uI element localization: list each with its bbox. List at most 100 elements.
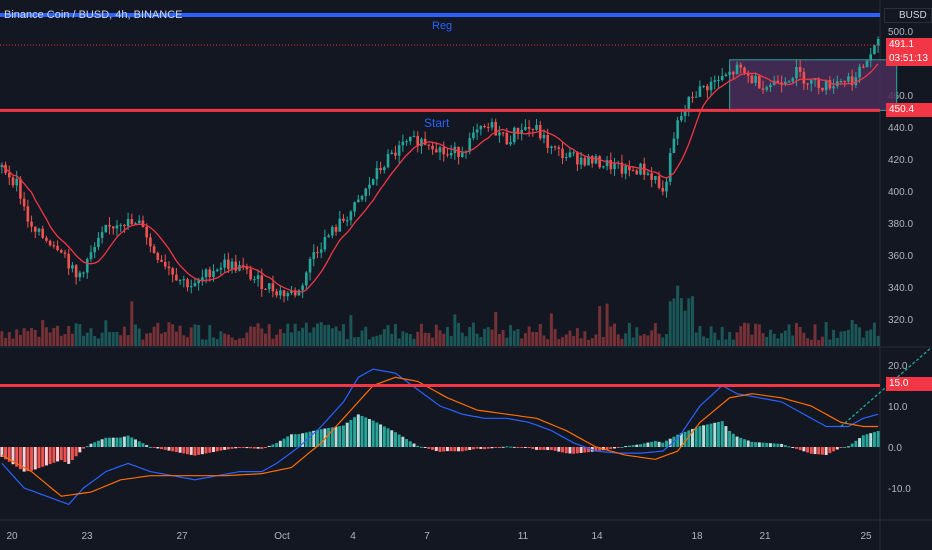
volume-bar [642,334,646,346]
candle-body [323,236,327,250]
candle-body [45,237,48,241]
volume-bar [861,337,865,346]
candle-body [108,224,111,227]
candle-body [568,152,572,158]
volume-bar [453,314,457,346]
candle-body [479,125,483,130]
osc-tick-label: 10.0 [888,402,908,413]
volume-bar [163,332,167,346]
volume-bar [846,329,850,346]
histogram-bar [872,432,876,447]
candle-body [687,96,691,110]
candle-body [212,271,215,278]
candle-body [245,267,249,270]
price-tick-label: 320.0 [888,315,913,326]
histogram-bar [679,433,683,447]
volume-bar [616,334,620,346]
candle-body [427,144,431,146]
histogram-bar [134,439,138,447]
volume-bar [705,338,709,346]
volume-bar [813,324,817,346]
volume-bar [353,337,357,346]
candle-body [576,152,579,165]
volume-bar [252,326,256,346]
volume-bar [546,339,550,346]
histogram-bar [334,426,338,447]
candle-body [646,173,650,175]
histogram-bar [809,447,813,454]
volume-bar [479,337,483,346]
candle-body [657,176,661,188]
histogram-bar [561,447,565,453]
histogram-bar [471,447,475,450]
histogram-bar [108,437,112,447]
price-tick-label: 340.0 [888,283,913,294]
candle-body [290,290,293,294]
volume-bar [22,328,26,346]
candle-body [145,226,148,238]
candle-body [460,152,464,158]
candle-body [364,188,368,197]
volume-bar [653,323,657,346]
histogram-bar [731,433,735,447]
histogram-bar [431,447,435,450]
volume-bar [787,324,791,346]
volume-bar [33,329,37,346]
time-tick-label: 25 [860,531,872,542]
candle-body [197,280,200,284]
volume-bar [44,327,48,346]
histogram-bar [156,447,160,449]
candle-body [149,237,152,247]
candle-body [449,153,453,156]
volume-bar [145,333,149,346]
candle-body [698,86,702,97]
histogram-bar [520,447,524,448]
volume-bar [182,335,186,346]
histogram-bar [861,435,865,447]
symbol-badge[interactable]: BUSD [884,8,932,23]
candle-body [126,219,130,227]
candle-body [795,67,798,79]
histogram-bar [535,447,539,450]
histogram-bar [297,434,301,447]
histogram-bar [832,447,836,452]
volume-bar [85,332,89,346]
histogram-bar [501,446,505,448]
volume-bar [754,323,758,346]
volume-bar [386,325,390,346]
histogram-bar [390,430,394,447]
histogram-bar [219,447,223,451]
volume-bar [260,328,264,346]
candle-body [434,149,438,153]
volume-bar [256,323,260,346]
candle-body [412,135,416,137]
volume-bar [427,332,431,346]
histogram-bar [193,447,197,456]
volume-bar [761,333,765,346]
support-level-tag: 450.4 [886,103,932,117]
volume-bar [553,328,557,346]
volume-bar [791,335,795,346]
candle-body [397,145,401,156]
candle-body [264,288,267,290]
histogram-bar [204,447,208,454]
histogram-bar [7,447,11,462]
candle-body [639,163,642,175]
candle-body [271,283,275,292]
volume-bar [627,322,631,346]
volume-bar [319,322,323,346]
candle-body [810,80,813,84]
volume-bar [167,322,171,346]
candle-body [193,283,197,287]
candle-body [293,290,297,296]
volume-bar [839,331,843,346]
histogram-bar [178,447,182,453]
candle-body [134,223,137,225]
volume-bar [657,333,661,346]
histogram-bar [876,431,880,447]
volume-bar [70,333,74,346]
volume-bar [405,332,409,346]
candle-body [654,176,657,180]
histogram-bar [505,446,509,448]
